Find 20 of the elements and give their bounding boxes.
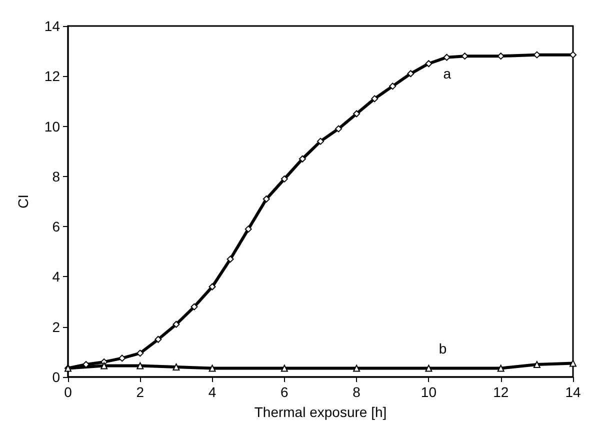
y-tick-label: 0 (52, 369, 60, 385)
x-tick-label: 8 (352, 384, 361, 400)
series-label: a (443, 66, 452, 82)
x-tick-label: 4 (208, 384, 216, 400)
y-tick-label: 6 (52, 218, 60, 235)
y-axis-title: CI (15, 194, 31, 208)
series-label: b (438, 340, 447, 357)
x-axis-title: Thermal exposure [h] (254, 404, 387, 420)
x-tick-label: 12 (493, 384, 509, 400)
x-tick-label: 10 (420, 384, 437, 400)
x-tick-label: 0 (64, 384, 72, 400)
x-tick-label: 14 (565, 384, 581, 400)
y-tick-label: 14 (44, 18, 60, 34)
y-tick-label: 2 (52, 318, 60, 335)
y-tick-label: 8 (52, 168, 60, 184)
y-tick-label: 10 (44, 118, 60, 134)
x-tick-label: 6 (280, 384, 289, 400)
y-tick-label: 4 (52, 268, 60, 285)
y-tick-label: 12 (44, 68, 60, 84)
x-tick-label: 2 (136, 384, 144, 400)
